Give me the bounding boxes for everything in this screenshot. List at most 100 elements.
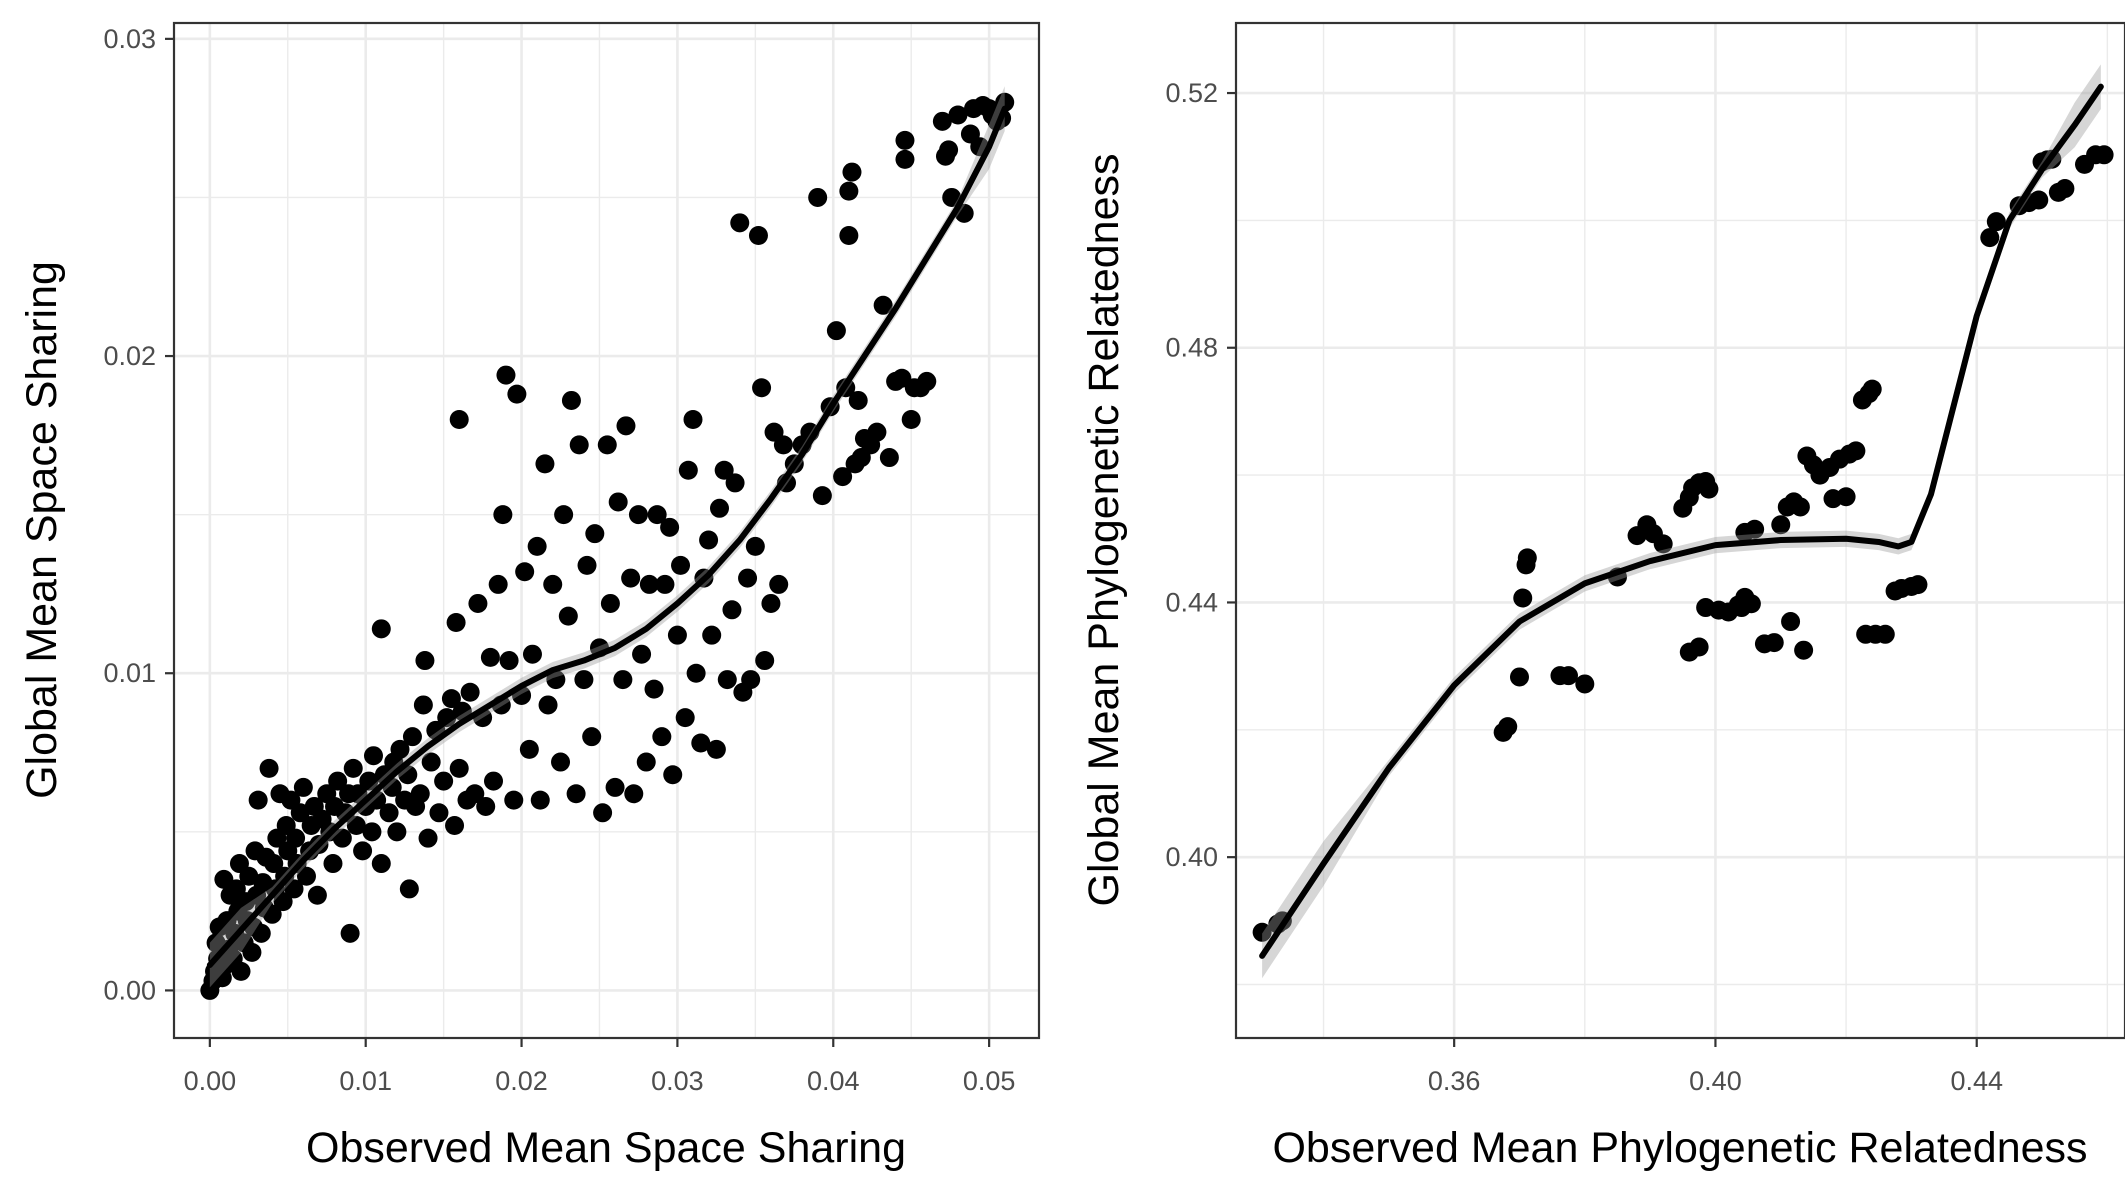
data-point — [699, 530, 719, 550]
data-points — [200, 92, 1015, 1000]
plot-background — [174, 23, 1039, 1038]
data-point — [1836, 487, 1856, 507]
data-point — [812, 486, 832, 506]
data-point — [833, 467, 853, 487]
data-point — [434, 771, 454, 791]
data-point — [663, 765, 683, 785]
data-point — [1781, 612, 1801, 632]
data-point — [569, 435, 589, 455]
data-point — [621, 568, 641, 588]
x-tick-label: 0.03 — [651, 1066, 704, 1096]
plot-background — [1236, 23, 2125, 1038]
data-point — [1517, 548, 1537, 568]
data-point — [644, 679, 664, 699]
data-point — [543, 574, 563, 594]
data-point — [867, 422, 887, 442]
data-point — [652, 727, 672, 747]
x-tick-label: 0.36 — [1428, 1066, 1481, 1096]
data-point — [332, 828, 352, 848]
data-point — [667, 625, 687, 645]
data-point — [1862, 379, 1882, 399]
data-point — [2029, 190, 2049, 210]
data-point — [273, 892, 293, 912]
data-point — [546, 670, 566, 690]
smooth-fit-line — [206, 105, 1008, 969]
data-point — [415, 651, 435, 671]
data-point — [632, 644, 652, 664]
data-point — [371, 619, 391, 639]
data-point — [437, 708, 457, 728]
data-point — [286, 828, 306, 848]
x-tick-label: 0.40 — [1689, 1066, 1742, 1096]
data-point — [1558, 666, 1578, 686]
gridlines — [1236, 23, 2125, 1038]
data-point — [839, 181, 859, 201]
data-point — [678, 460, 698, 480]
data-point — [1513, 588, 1533, 608]
data-point — [917, 371, 937, 391]
data-point — [675, 708, 695, 728]
data-point — [363, 746, 383, 766]
data-point — [636, 752, 656, 772]
data-point — [1980, 228, 2000, 248]
data-point — [343, 758, 363, 778]
data-point — [307, 885, 327, 905]
data-point — [761, 593, 781, 613]
data-point — [1794, 640, 1814, 660]
data-point — [402, 727, 422, 747]
data-point — [535, 454, 555, 474]
data-point — [608, 492, 628, 512]
data-point — [613, 670, 633, 690]
data-point — [507, 384, 527, 404]
x-tick-label: 0.44 — [1950, 1066, 2003, 1096]
data-point — [895, 130, 915, 150]
data-point — [1575, 674, 1595, 694]
panel-border — [172, 21, 1041, 1040]
data-point — [873, 295, 893, 315]
data-point — [1846, 441, 1866, 461]
data-point — [566, 784, 586, 804]
data-point — [597, 435, 617, 455]
data-point — [371, 854, 391, 874]
data-point — [519, 739, 539, 759]
data-point — [488, 574, 508, 594]
data-point — [558, 606, 578, 626]
data-point — [773, 435, 793, 455]
data-point — [353, 841, 373, 861]
data-point — [449, 758, 469, 778]
x-tick-label: 0.01 — [339, 1066, 392, 1096]
data-point — [895, 149, 915, 169]
y-tick-label: 0.01 — [103, 658, 156, 688]
data-point — [248, 790, 268, 810]
data-point — [1252, 922, 1272, 942]
data-point — [1790, 497, 1810, 517]
data-point — [264, 854, 284, 874]
data-point — [624, 784, 644, 804]
data-point — [410, 784, 430, 804]
data-point — [504, 790, 524, 810]
y-tick-label: 0.00 — [103, 975, 156, 1005]
x-axis-title: Observed Mean Phylogenetic Relatedness — [1272, 1124, 2087, 1172]
y-tick-label: 0.44 — [1165, 587, 1218, 617]
data-point — [2094, 145, 2114, 165]
data-point — [554, 505, 574, 525]
data-point — [842, 162, 862, 182]
data-point — [323, 854, 343, 874]
x-tick-label: 0.02 — [495, 1066, 548, 1096]
data-point — [522, 644, 542, 664]
data-point — [628, 505, 648, 525]
data-point — [251, 923, 271, 943]
data-point — [745, 536, 765, 556]
data-point — [561, 390, 581, 410]
data-point — [1653, 534, 1673, 554]
data-point — [839, 226, 859, 246]
data-point — [2055, 179, 2075, 199]
data-point — [714, 460, 734, 480]
data-point — [242, 942, 262, 962]
data-point — [748, 226, 768, 246]
data-point — [593, 803, 613, 823]
data-point — [706, 739, 726, 759]
data-point — [605, 777, 625, 797]
data-point — [691, 733, 711, 753]
